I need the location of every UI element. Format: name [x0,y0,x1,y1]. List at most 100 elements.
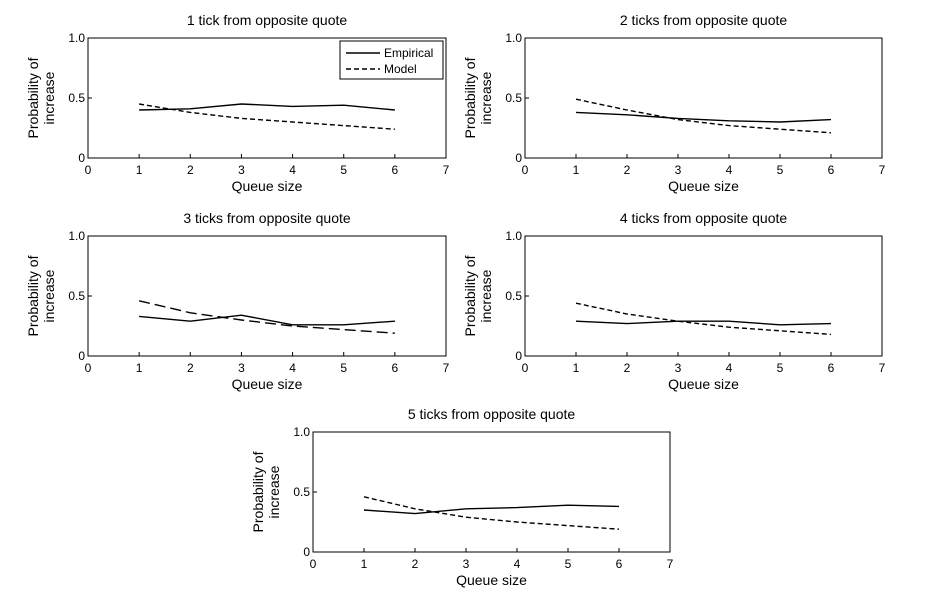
x-tick-label: 3 [238,163,245,177]
x-tick-label: 0 [85,361,92,375]
y-tick-label: 1.0 [505,31,522,45]
y-tick-label: 0.5 [68,289,85,303]
x-tick-label: 6 [828,163,835,177]
y-axis-label: Probability ofincrease [462,57,494,138]
y-tick-label: 0.5 [505,289,522,303]
y-axis-label-line: Probability of [462,255,478,336]
y-axis-label-line: increase [41,71,57,124]
y-tick-label: 1.0 [293,425,310,439]
plot-frame [312,431,671,553]
x-tick-label: 3 [675,163,682,177]
x-tick-label: 2 [187,163,194,177]
x-tick-label: 1 [136,163,143,177]
y-tick-label: 0 [78,349,85,363]
model-series-line [138,103,395,130]
y-axis-label-line: Probability of [250,451,266,532]
plot-frame [524,235,883,357]
y-axis-label: Probability ofincrease [25,255,57,336]
subplot-4: 4 ticks from opposite quote 0 1 2 3 4 5 6 7 0 0.5 1… [462,210,886,392]
x-tick-label: 7 [443,361,450,375]
subplot-3: 3 ticks from opposite quote 0 1 2 3 4 5 6 7 0 0.5 1… [25,210,450,392]
x-tick-label: 6 [616,557,623,571]
plot-frame [524,37,883,159]
y-tick-label: 0 [303,545,310,559]
panel-title: 2 ticks from opposite quote [620,12,788,28]
empirical-series-line [139,314,395,326]
x-tick-label: 1 [573,163,580,177]
empirical-series-line [575,111,832,123]
y-axis-label-line: Probability of [25,57,41,138]
subplot-5: 5 ticks from opposite quote 0 1 2 3 4 5 6 7 0 0.5 1… [250,406,674,588]
x-tick-label: 3 [675,361,682,375]
legend-label-empirical: Empirical [384,46,433,60]
y-tick-label: 0 [515,349,522,363]
y-axis-label: Probability ofincrease [25,57,57,138]
model-series-line [138,300,395,334]
x-tick-label: 4 [726,361,733,375]
x-tick-label: 6 [392,163,399,177]
empirical-series-line [363,504,620,515]
x-tick-label: 0 [310,557,317,571]
x-tick-label: 7 [879,163,886,177]
y-tick-label: 0.5 [293,485,310,499]
x-tick-label: 3 [463,557,470,571]
y-tick-label: 1.0 [505,229,522,243]
y-tick-label: 0.5 [68,91,85,105]
x-tick-label: 5 [777,361,784,375]
x-tick-label: 6 [828,361,835,375]
x-tick-label: 1 [573,361,580,375]
legend-label-model: Model [384,62,417,76]
x-axis-label: Queue size [668,376,739,392]
y-axis-label-line: Probability of [25,255,41,336]
y-axis-label: Probability ofincrease [462,255,494,336]
y-tick-label: 1.0 [68,31,85,45]
subplot-1: 1 tick from opposite quote 0 1 2 3 4 5 6 7 0 0.5 1.… [25,12,450,194]
x-axis-label: Queue size [456,572,527,588]
model-series-line [363,496,620,530]
x-tick-label: 4 [289,163,296,177]
model-series-line [575,302,832,336]
x-tick-label: 2 [624,163,631,177]
x-axis-label: Queue size [668,178,739,194]
y-tick-label: 0 [515,151,522,165]
x-tick-label: 3 [238,361,245,375]
x-tick-label: 2 [624,361,631,375]
y-axis-label-line: increase [478,269,494,322]
empirical-series-line [575,320,832,326]
panel-title: 4 ticks from opposite quote [620,210,788,226]
y-axis-label: Probability ofincrease [250,451,282,532]
plot-frame [87,235,447,357]
x-tick-label: 0 [85,163,92,177]
y-tick-label: 0 [78,151,85,165]
x-tick-label: 5 [777,163,784,177]
subplot-2: 2 ticks from opposite quote 0 1 2 3 4 5 6 7 0 0.5 1… [462,12,886,194]
x-tick-label: 7 [879,361,886,375]
y-tick-label: 1.0 [68,229,85,243]
y-axis-label-line: increase [478,71,494,124]
y-axis-label-line: increase [41,269,57,322]
x-tick-label: 7 [667,557,674,571]
x-tick-label: 6 [392,361,399,375]
panel-title: 5 ticks from opposite quote [408,406,576,422]
empirical-series-line [139,103,395,111]
x-axis-label: Queue size [232,376,303,392]
panel-title: 3 ticks from opposite quote [183,210,351,226]
x-tick-label: 4 [289,361,296,375]
x-tick-label: 1 [136,361,143,375]
x-tick-label: 2 [412,557,419,571]
x-tick-label: 1 [361,557,368,571]
x-tick-label: 2 [187,361,194,375]
x-tick-label: 4 [514,557,521,571]
x-tick-label: 7 [443,163,450,177]
y-axis-label-line: increase [266,465,282,518]
legend-box [339,40,444,80]
x-tick-label: 0 [522,361,529,375]
x-axis-label: Queue size [232,178,303,194]
x-tick-label: 5 [340,361,347,375]
x-tick-label: 4 [726,163,733,177]
x-tick-label: 5 [340,163,347,177]
model-series-line [575,98,832,134]
x-tick-label: 0 [522,163,529,177]
y-tick-label: 0.5 [505,91,522,105]
x-tick-label: 5 [565,557,572,571]
